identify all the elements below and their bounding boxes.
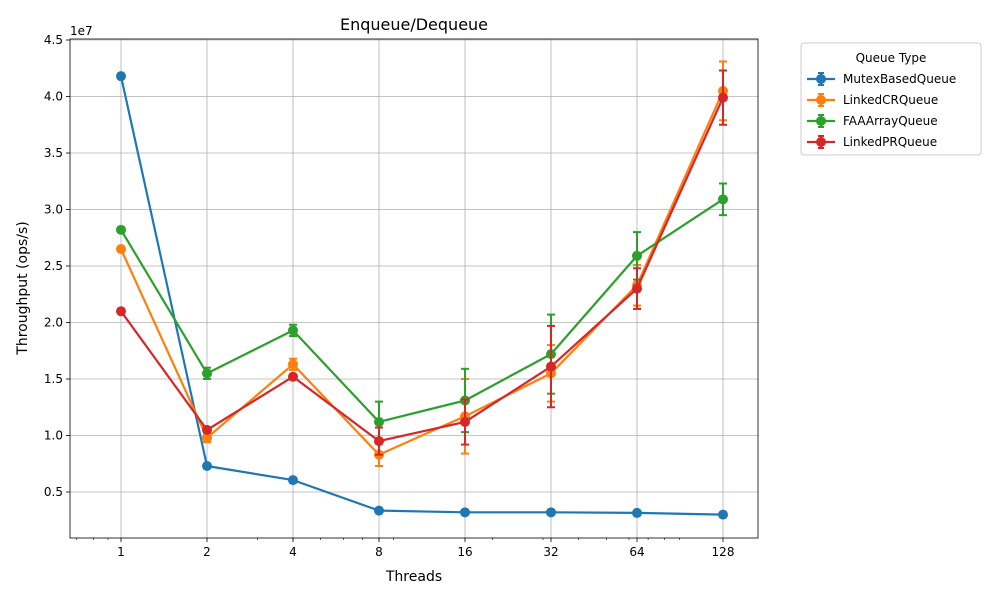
data-point: [632, 283, 642, 294]
data-point: [202, 432, 212, 443]
y-tick-label: 2.5: [44, 259, 63, 273]
data-point: [288, 359, 298, 370]
series-line: [120, 97, 725, 443]
series-LinkedPRQueue: [116, 69, 728, 456]
legend-item[interactable]: LinkedPRQueue: [807, 135, 937, 149]
data-point: [374, 436, 384, 447]
data-point: [202, 461, 212, 472]
data-point: [288, 325, 298, 336]
y-scale-label: 1e7: [70, 24, 93, 38]
series-line: [119, 75, 724, 516]
x-tick-label: 1: [117, 545, 125, 559]
legend-label: LinkedCRQueue: [843, 93, 938, 107]
data-point: [116, 244, 126, 255]
data-point: [374, 505, 384, 516]
y-tick-label: 4.0: [44, 90, 63, 104]
data-point: [546, 507, 556, 518]
legend-label: MutexBasedQueue: [843, 72, 956, 86]
data-point: [718, 92, 728, 103]
series-layer: [116, 60, 728, 520]
y-tick-label: 1.0: [44, 429, 63, 443]
y-tick-label: 1.5: [44, 372, 63, 386]
chart-title: Enqueue/Dequeue: [340, 15, 488, 34]
y-tick-label: 3.5: [44, 146, 63, 160]
data-point: [374, 416, 384, 427]
data-point: [546, 361, 556, 372]
legend-item[interactable]: MutexBasedQueue: [807, 72, 956, 86]
plot-frame: [69, 38, 759, 539]
x-tick-label: 2: [203, 545, 211, 559]
legend-item[interactable]: FAAArrayQueue: [807, 114, 938, 128]
y-tick-label: 3.0: [44, 203, 63, 217]
data-point: [718, 509, 728, 520]
series-line: [120, 198, 724, 423]
x-axis-label: Threads: [385, 569, 442, 585]
legend[interactable]: Queue Type MutexBasedQueue LinkedCRQueue FA…: [800, 42, 982, 156]
legend-label: FAAArrayQueue: [843, 114, 938, 128]
x-tick-label: 32: [543, 545, 558, 559]
legend-label: LinkedPRQueue: [843, 135, 937, 149]
x-tick-label: 16: [457, 545, 472, 559]
data-point: [202, 368, 212, 379]
data-point: [288, 475, 298, 486]
legend-box: [800, 42, 982, 156]
x-tick-label: 4: [289, 545, 297, 559]
data-point: [718, 194, 728, 205]
y-tick-label: 0.5: [44, 485, 63, 499]
x-tick-label: 8: [375, 545, 383, 559]
x-tick-label: 64: [629, 545, 644, 559]
data-point: [460, 416, 470, 427]
data-point: [116, 306, 126, 317]
legend-swatch-marker: [816, 137, 826, 147]
data-point: [460, 507, 470, 518]
series-line: [119, 90, 725, 456]
data-point: [632, 250, 642, 261]
x-tick-label: 128: [712, 545, 735, 559]
legend-item[interactable]: LinkedCRQueue: [807, 93, 938, 107]
legend-swatch-marker: [816, 95, 826, 105]
data-point: [116, 224, 126, 235]
data-point: [202, 424, 212, 435]
ticks: 1 2 4 8 16 32 64 128 0.5 1.0 1.5 2.0 2.5 3.0 3.5 4.0 4.5: [44, 33, 735, 559]
series-FAAArrayQueue: [116, 182, 728, 444]
grid: [70, 39, 758, 538]
legend-title: Queue Type: [856, 51, 927, 65]
legend-swatch-marker: [816, 116, 826, 126]
y-tick-label: 2.0: [44, 316, 63, 330]
data-point: [116, 71, 126, 82]
y-tick-label: 4.5: [44, 33, 63, 47]
y-axis-label: Throughput (ops/s): [15, 221, 31, 355]
data-point: [632, 507, 642, 518]
data-point: [288, 371, 298, 382]
legend-swatch-marker: [816, 74, 826, 84]
series-MutexBasedQueue: [116, 71, 728, 520]
